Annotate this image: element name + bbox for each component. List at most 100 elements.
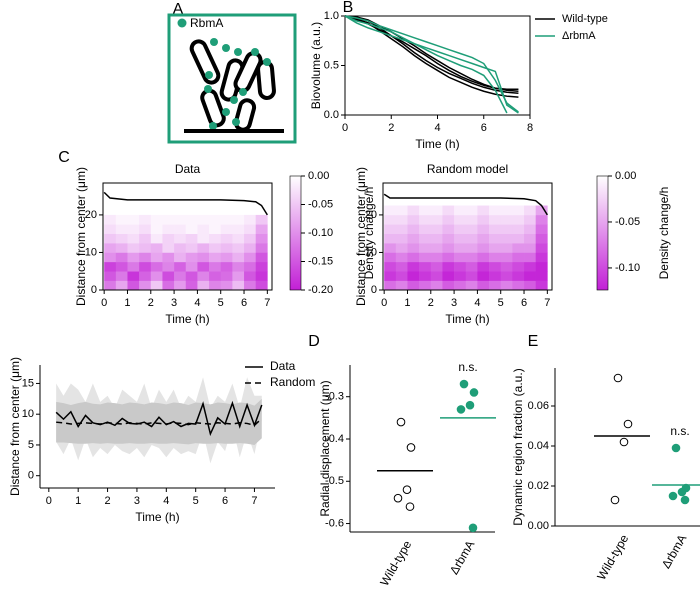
x-tick-label: 8 bbox=[527, 122, 533, 134]
heatmap-cell bbox=[395, 280, 408, 291]
heatmap-cell bbox=[454, 280, 467, 291]
legend-label: ΔrbmA bbox=[562, 30, 596, 42]
heatmap-cell bbox=[174, 214, 187, 225]
y-tick-label: 10 bbox=[365, 246, 377, 258]
cell bbox=[233, 98, 257, 132]
heatmap-cell bbox=[535, 214, 548, 225]
heatmap-cell bbox=[115, 271, 128, 281]
x-tick-label: 2 bbox=[388, 122, 394, 134]
heatmap-cell bbox=[185, 243, 198, 253]
heatmap-cell bbox=[454, 261, 467, 272]
heatmap-cell bbox=[255, 233, 268, 244]
heatmap-cell bbox=[512, 261, 525, 272]
heatmap-cell bbox=[512, 243, 525, 253]
heatmap-cell bbox=[500, 271, 513, 281]
x-tick-label: ΔrbmA bbox=[447, 538, 477, 577]
x-axis-label: Time (h) bbox=[165, 312, 209, 326]
heatmap-cell bbox=[489, 252, 502, 263]
heatmap-cell bbox=[407, 233, 420, 244]
heatmap-cell bbox=[255, 214, 268, 225]
heatmap-cell bbox=[442, 271, 455, 281]
y-tick-label: 10 bbox=[22, 408, 34, 420]
colorbar-tick-label: -0.10 bbox=[615, 262, 640, 274]
heatmap-cell bbox=[384, 271, 397, 281]
heatmap-cell bbox=[489, 214, 502, 225]
dot bbox=[209, 122, 217, 130]
heatmap-cell bbox=[139, 214, 152, 225]
dot bbox=[234, 48, 242, 56]
heatmap-cell bbox=[115, 252, 128, 263]
heatmap-cell bbox=[512, 271, 525, 281]
heatmap-cell bbox=[500, 205, 513, 216]
heatmap-cell bbox=[127, 261, 140, 272]
heatmap-cell bbox=[174, 261, 187, 272]
panel-label: B bbox=[343, 0, 354, 16]
heatmap-cell bbox=[419, 252, 432, 263]
heatmap-cell bbox=[197, 271, 210, 281]
dot bbox=[251, 48, 259, 56]
data-point bbox=[405, 502, 415, 511]
legend-label: Random bbox=[270, 375, 315, 389]
heatmap-cell bbox=[139, 271, 152, 281]
heatmap-cell bbox=[104, 271, 117, 281]
y-axis-label: Radial displacement (μm) bbox=[318, 380, 332, 516]
heatmap-cell bbox=[442, 233, 455, 244]
chart-title: Data bbox=[175, 162, 201, 176]
dot bbox=[222, 108, 230, 116]
dot bbox=[232, 118, 240, 126]
legend-label: Data bbox=[270, 359, 296, 373]
heatmap-cell bbox=[535, 243, 548, 253]
x-tick-label: 6 bbox=[481, 122, 487, 134]
heatmap-cell bbox=[115, 214, 128, 225]
dot bbox=[222, 44, 230, 52]
heatmap-cell bbox=[232, 261, 245, 272]
heatmap-cell bbox=[209, 214, 222, 225]
y-tick-label: 10 bbox=[85, 246, 97, 258]
heatmap-cell bbox=[162, 224, 175, 234]
colorbar bbox=[289, 175, 302, 291]
x-tick-label: 7 bbox=[544, 297, 550, 309]
heatmap-cell bbox=[465, 252, 478, 263]
heatmap-cell bbox=[384, 205, 397, 216]
x-axis-label: Time (h) bbox=[135, 510, 179, 524]
x-tick-label: 0 bbox=[381, 297, 387, 309]
heatmap-cell bbox=[209, 261, 222, 272]
heatmap-cell bbox=[442, 243, 455, 253]
y-tick-label: 0.02 bbox=[528, 480, 549, 492]
heatmap-cell bbox=[174, 233, 187, 244]
heatmap-cell bbox=[395, 261, 408, 272]
heatmap-cell bbox=[220, 261, 233, 272]
heatmap-cell bbox=[197, 280, 210, 291]
heatmap-cell bbox=[244, 280, 256, 291]
heatmap-cell bbox=[150, 233, 163, 244]
heatmap-cell bbox=[535, 261, 548, 272]
y-tick-label: 20 bbox=[85, 209, 97, 221]
heatmap-cell bbox=[442, 280, 455, 291]
series-line bbox=[344, 15, 519, 114]
heatmap-cell bbox=[500, 280, 513, 291]
colorbar-tick-label: -0.15 bbox=[308, 255, 333, 267]
y-tick-label: -0.6 bbox=[325, 517, 344, 529]
heatmap-cell bbox=[220, 280, 233, 291]
heatmap-cell bbox=[162, 271, 175, 281]
y-axis-label: Distance from center (μm) bbox=[8, 357, 22, 496]
heatmap-cell bbox=[115, 280, 128, 291]
heatmap-cell bbox=[419, 205, 432, 216]
heatmap-cell bbox=[197, 224, 210, 234]
heatmap-cell bbox=[162, 261, 175, 272]
heatmap-cell bbox=[430, 224, 443, 234]
plot-frame bbox=[102, 182, 273, 291]
y-tick-label: -0.4 bbox=[325, 433, 344, 445]
heatmap-cell bbox=[407, 252, 420, 263]
colorbar-tick-label: 0.00 bbox=[308, 170, 329, 182]
heatmap-cell bbox=[500, 214, 513, 225]
x-tick-label: Wild-type bbox=[377, 538, 414, 589]
heatmap-cell bbox=[209, 252, 222, 263]
heatmap-cell bbox=[512, 252, 525, 263]
heatmap-cell bbox=[489, 205, 502, 216]
panel-label: C bbox=[58, 149, 70, 166]
heatmap-cell bbox=[104, 243, 117, 253]
heatmap-cell bbox=[209, 233, 222, 244]
heatmap-cell bbox=[419, 280, 432, 291]
